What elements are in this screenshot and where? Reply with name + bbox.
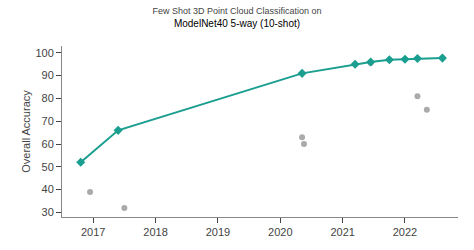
svg-text:90: 90 <box>42 69 54 81</box>
svg-text:50: 50 <box>42 161 54 173</box>
svg-text:2021: 2021 <box>330 226 354 238</box>
svg-text:2019: 2019 <box>206 226 230 238</box>
svg-text:80: 80 <box>42 92 54 104</box>
svg-text:Overall Accuracy: Overall Accuracy <box>20 90 32 173</box>
svg-text:30: 30 <box>42 206 54 218</box>
svg-text:2018: 2018 <box>143 226 167 238</box>
svg-text:60: 60 <box>42 138 54 150</box>
svg-text:Few Shot 3D Point Cloud Classi: Few Shot 3D Point Cloud Classification o… <box>152 6 321 29</box>
svg-text:2017: 2017 <box>81 226 105 238</box>
svg-text:70: 70 <box>42 115 54 127</box>
svg-text:2022: 2022 <box>393 226 417 238</box>
svg-text:100: 100 <box>35 47 53 59</box>
svg-text:2020: 2020 <box>268 226 292 238</box>
svg-text:40: 40 <box>42 183 54 195</box>
